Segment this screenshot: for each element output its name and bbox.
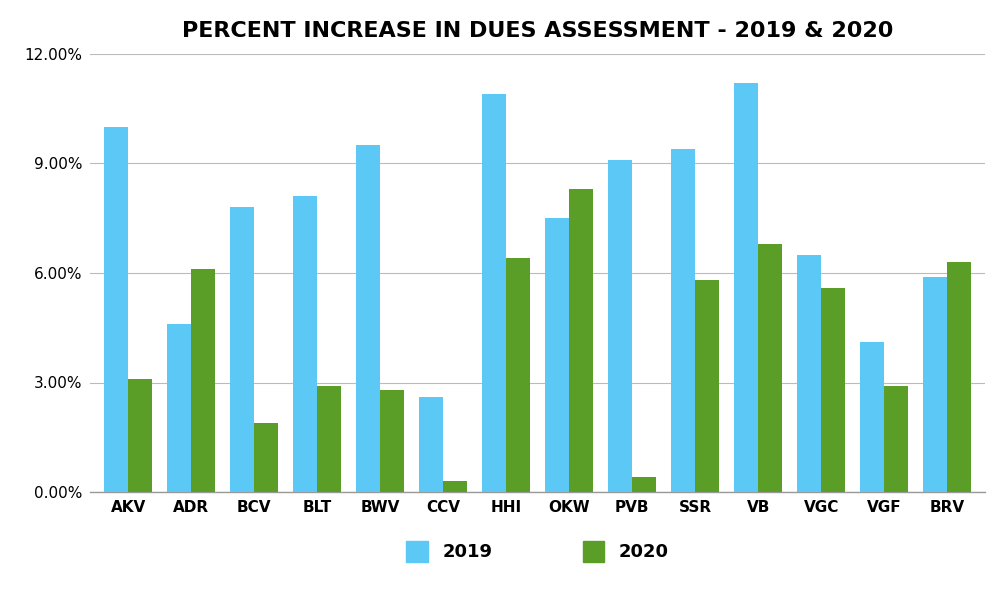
Bar — [735, 83, 758, 492]
Bar — [105, 127, 129, 492]
Bar — [129, 379, 152, 492]
Bar — [758, 244, 782, 492]
Bar — [671, 149, 695, 492]
Bar — [860, 343, 884, 492]
Bar — [569, 189, 593, 492]
Bar — [380, 390, 404, 492]
Bar — [482, 94, 507, 492]
Bar — [419, 397, 443, 492]
Bar — [443, 481, 467, 492]
Bar — [293, 196, 318, 492]
Bar — [695, 280, 720, 492]
Bar — [191, 269, 215, 492]
Title: PERCENT INCREASE IN DUES ASSESSMENT - 2019 & 2020: PERCENT INCREASE IN DUES ASSESSMENT - 20… — [182, 22, 893, 41]
Bar — [230, 207, 254, 492]
Bar — [608, 160, 632, 492]
Bar — [546, 218, 569, 492]
Bar — [632, 478, 656, 492]
Bar — [318, 386, 341, 492]
Bar — [924, 277, 947, 492]
Bar — [821, 287, 845, 492]
Bar — [167, 324, 191, 492]
Bar — [356, 145, 380, 492]
Bar — [797, 255, 821, 492]
Bar — [947, 262, 971, 492]
Bar — [254, 422, 278, 492]
Bar — [884, 386, 909, 492]
Legend: 2019, 2020: 2019, 2020 — [397, 532, 678, 571]
Bar — [507, 259, 530, 492]
